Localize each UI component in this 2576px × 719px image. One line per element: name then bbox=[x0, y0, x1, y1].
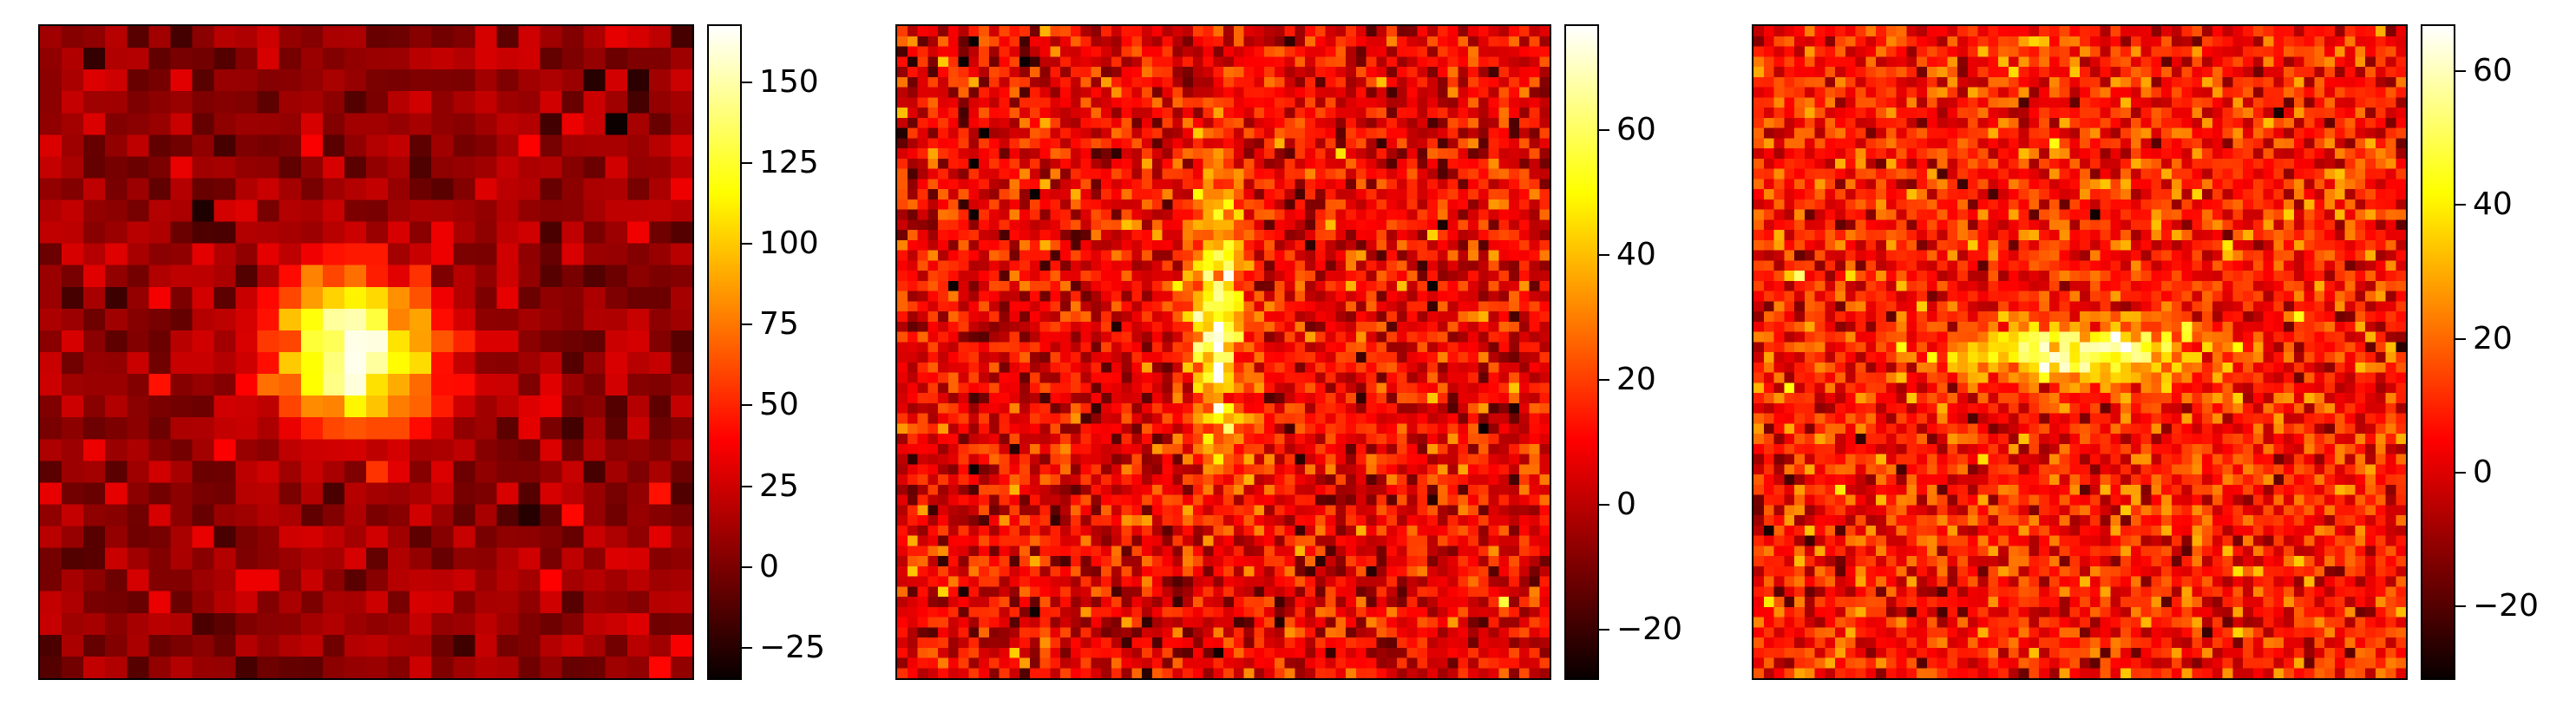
colorbar-tick-mark bbox=[1599, 254, 1609, 257]
colorbar-tick-label: 75 bbox=[759, 306, 799, 343]
colorbar-tick-label: −25 bbox=[759, 629, 825, 665]
heatmap-1 bbox=[38, 24, 694, 680]
heatmap-2 bbox=[895, 24, 1551, 680]
colorbar-tick-mark bbox=[1599, 129, 1609, 132]
colorbar-tick-label: 25 bbox=[759, 467, 799, 504]
colorbar-tick-label: 20 bbox=[1616, 362, 1656, 398]
heatmap-3 bbox=[1752, 24, 2408, 680]
colorbar-tick-mark bbox=[2455, 471, 2466, 474]
colorbar-tick-mark bbox=[2455, 337, 2466, 340]
heatmap-image-1 bbox=[40, 26, 692, 678]
colorbar-tick-mark bbox=[1599, 629, 1609, 631]
colorbar-tick-label: 60 bbox=[1616, 112, 1656, 148]
colorbar-tick-mark bbox=[1599, 379, 1609, 382]
colorbar-tick-label: −20 bbox=[1616, 611, 1682, 648]
colorbar-gradient-2 bbox=[1566, 26, 1597, 678]
colorbar-tick-label: 125 bbox=[759, 145, 819, 181]
colorbar-2 bbox=[1564, 24, 1599, 680]
heatmap-image-3 bbox=[1753, 26, 2406, 678]
colorbar-tick-mark bbox=[1599, 504, 1609, 507]
colorbar-tick-label: −20 bbox=[2473, 588, 2539, 624]
colorbar-tick-mark bbox=[742, 324, 752, 326]
colorbar-tick-mark bbox=[742, 404, 752, 407]
colorbar-gradient-1 bbox=[709, 26, 740, 678]
colorbar-gradient-3 bbox=[2422, 26, 2454, 678]
colorbar-tick-mark bbox=[2455, 204, 2466, 206]
colorbar-tick-label: 20 bbox=[2473, 320, 2513, 356]
colorbar-tick-label: 60 bbox=[2473, 53, 2513, 88]
colorbar-tick-mark bbox=[742, 243, 752, 245]
colorbar-1 bbox=[707, 24, 742, 680]
colorbar-tick-label: 150 bbox=[759, 64, 819, 101]
colorbar-tick-mark bbox=[742, 485, 752, 487]
colorbar-tick-mark bbox=[742, 646, 752, 649]
colorbar-tick-mark bbox=[742, 162, 752, 165]
colorbar-tick-label: 0 bbox=[2473, 454, 2493, 490]
colorbar-tick-label: 0 bbox=[759, 548, 779, 585]
colorbar-tick-label: 100 bbox=[759, 226, 819, 262]
colorbar-tick-mark bbox=[2455, 70, 2466, 72]
colorbar-tick-mark bbox=[742, 565, 752, 568]
colorbar-tick-mark bbox=[2455, 605, 2466, 608]
colorbar-tick-mark bbox=[742, 82, 752, 84]
colorbar-tick-label: 40 bbox=[2473, 186, 2513, 223]
heatmap-image-2 bbox=[897, 26, 1550, 678]
colorbar-tick-label: 0 bbox=[1616, 487, 1636, 523]
colorbar-tick-label: 40 bbox=[1616, 237, 1656, 273]
colorbar-tick-label: 50 bbox=[759, 387, 799, 423]
colorbar-3 bbox=[2421, 24, 2455, 680]
